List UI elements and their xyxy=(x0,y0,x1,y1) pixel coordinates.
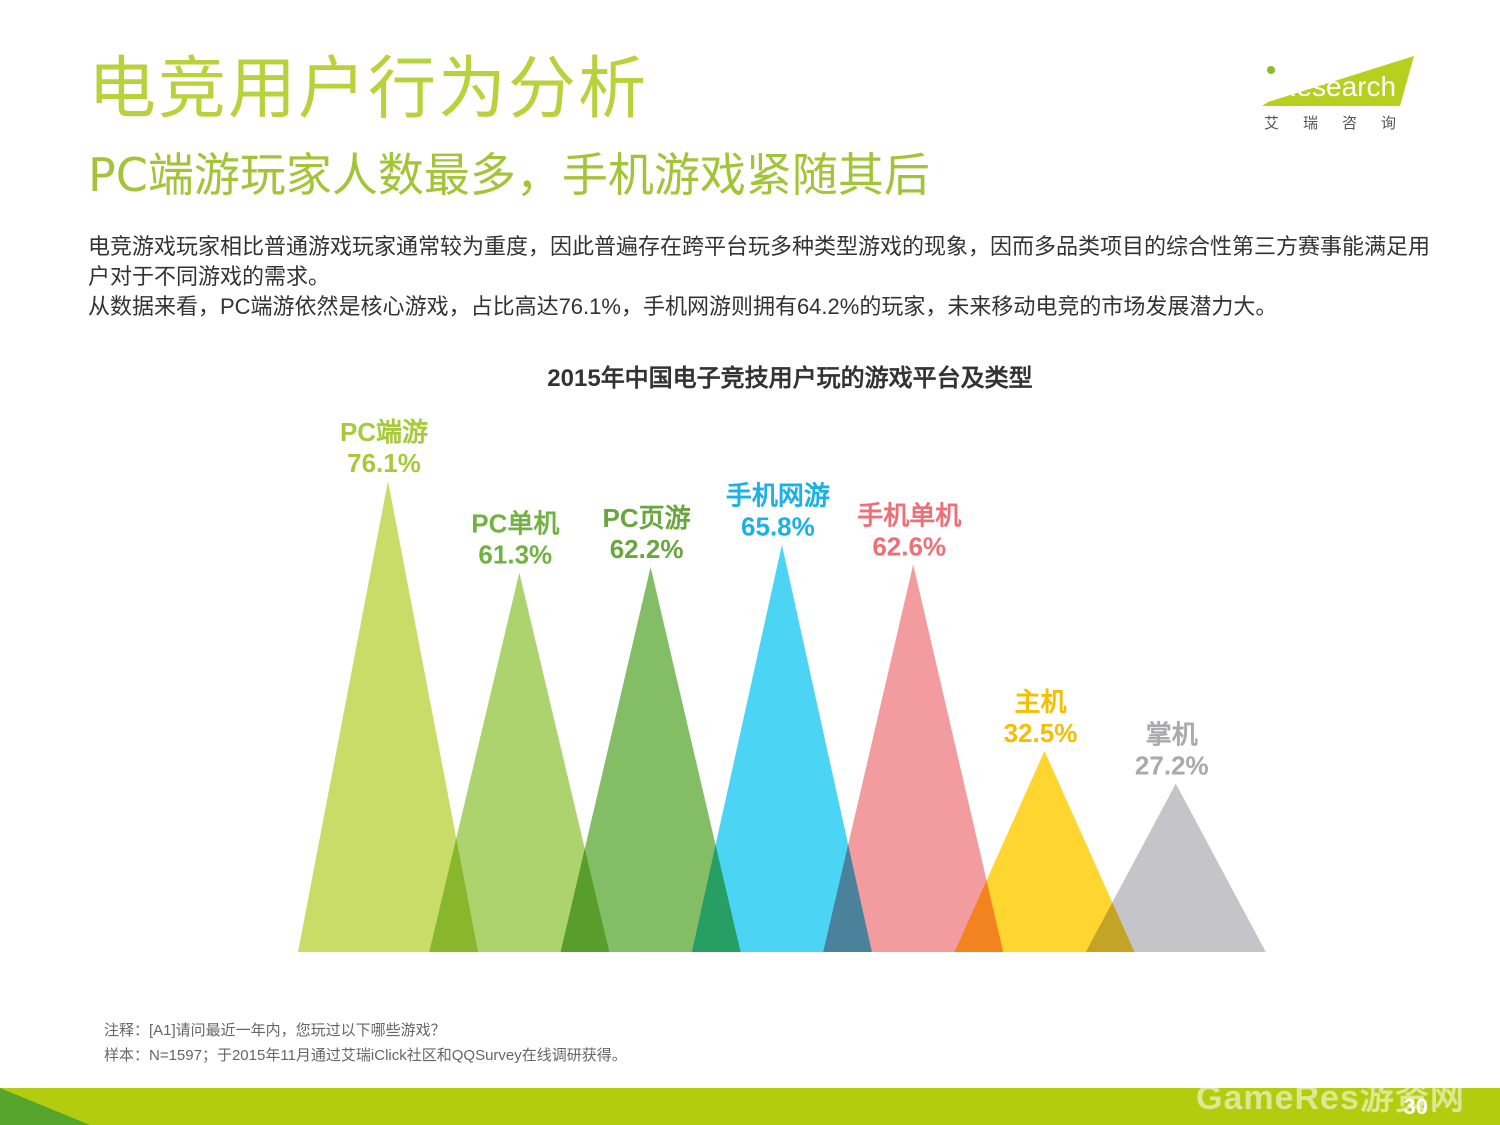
triangle-mark xyxy=(823,564,1004,952)
category-label: 主机 xyxy=(1014,687,1066,717)
category-label: PC端游 xyxy=(340,417,428,447)
value-label: 76.1% xyxy=(347,448,421,478)
iresearch-logo: iResearch xyxy=(1262,56,1422,130)
value-label: 62.6% xyxy=(872,532,946,562)
page-number: 30 xyxy=(1403,1094,1428,1119)
footer-bar xyxy=(0,1088,1500,1125)
value-label: 27.2% xyxy=(1135,751,1209,781)
triangle-mark xyxy=(1085,783,1266,952)
watermark: GameRes游资网 xyxy=(1196,1079,1465,1117)
chart-title: 2015年中国电子竞技用户玩的游戏平台及类型 xyxy=(547,365,1033,392)
value-label: 32.5% xyxy=(1004,718,1078,748)
triangle-mark xyxy=(429,572,610,952)
body-paragraph-1: 电竞游戏玩家相比普通游戏玩家通常较为重度，因此普遍存在跨平台玩多种类型游戏的现象… xyxy=(88,234,1431,289)
triangle-mark xyxy=(560,567,741,952)
triangle-mark xyxy=(954,750,1135,952)
category-label: PC单机 xyxy=(471,509,559,539)
value-label: 61.3% xyxy=(478,540,552,570)
page-subtitle: PC端游玩家人数最多，手机游戏紧随其后 xyxy=(88,148,930,202)
category-label: PC页游 xyxy=(603,503,691,533)
chart-notes: 注释：[A1]请问最近一年内，您玩过以下哪些游戏？ 样本：N=1597；于201… xyxy=(104,1018,627,1068)
logo-subtitle: 艾瑞咨询 xyxy=(1264,114,1421,132)
value-label: 65.8% xyxy=(741,512,815,542)
iresearch-logo-icon: iResearch xyxy=(1262,56,1414,106)
triangle-mark xyxy=(298,481,478,952)
page-title: 电竞用户行为分析 xyxy=(88,50,649,129)
category-label: 掌机 xyxy=(1146,720,1198,750)
triangle-mark xyxy=(691,544,872,952)
footer-accent xyxy=(0,1088,90,1125)
category-label: 手机单机 xyxy=(857,501,961,531)
body-text: 电竞游戏玩家相比普通游戏玩家通常较为重度，因此普遍存在跨平台玩多种类型游戏的现象… xyxy=(88,232,1448,322)
body-paragraph-2: 从数据来看，PC端游依然是核心游戏，占比高达76.1%，手机网游则拥有64.2%… xyxy=(88,294,1278,319)
value-label: 62.2% xyxy=(610,534,684,564)
sample-text: 样本：N=1597；于2015年11月通过艾瑞iClick社区和QQSurvey… xyxy=(104,1047,627,1064)
category-label: 手机网游 xyxy=(726,481,830,511)
note-text: 注释：[A1]请问最近一年内，您玩过以下哪些游戏？ xyxy=(104,1022,446,1039)
logo-brand: iResearch xyxy=(1270,71,1396,102)
